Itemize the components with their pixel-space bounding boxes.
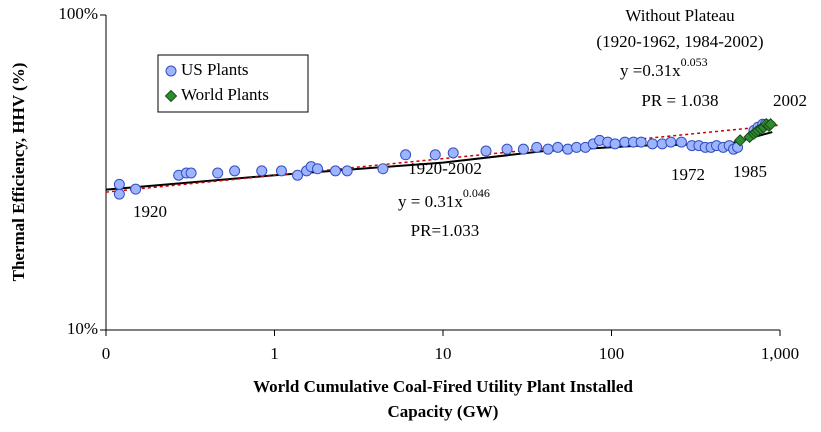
fit-equation-exponent: 0.046: [463, 186, 490, 200]
circle-point: [675, 136, 687, 148]
circle-point: [113, 178, 125, 190]
circle-point: [400, 149, 412, 161]
x-tick-label: 10: [435, 344, 452, 363]
x-tick-label: 1: [270, 344, 279, 363]
circle-point: [312, 163, 324, 175]
circle-point: [377, 163, 389, 175]
x-axis-title: World Cumulative Coal-Fired Utility Plan…: [253, 377, 633, 396]
fit-equation: y =0.31x0.053: [620, 55, 708, 80]
circle-point: [329, 165, 341, 177]
legend-label: US Plants: [181, 60, 249, 79]
circle-point: [429, 149, 441, 161]
annotation: 1920: [133, 202, 167, 221]
circle-point: [229, 165, 241, 177]
legend-label: World Plants: [181, 85, 269, 104]
circle-point: [256, 165, 268, 177]
fit-equation: y = 0.31x0.046: [398, 186, 490, 211]
y-tick-label: 10%: [67, 319, 98, 338]
fit-equation-base: y =0.31x: [620, 61, 681, 80]
circle-point: [517, 143, 529, 155]
fit-label-line: (1920-1962, 1984-2002): [596, 32, 763, 51]
circle-point: [292, 169, 304, 181]
circle-point: [275, 165, 287, 177]
fit-pr: PR=1.033: [411, 221, 480, 240]
circle-point: [542, 143, 554, 155]
circle-point: [609, 138, 621, 150]
fit-label-line: Without Plateau: [625, 6, 735, 25]
circle-point: [212, 167, 224, 179]
y-axis-title: Thermal Efficiency, HHV (%): [9, 63, 28, 282]
fit-label-line: 1920-2002: [408, 159, 482, 178]
circle-point: [341, 165, 353, 177]
diamond-point: [764, 118, 777, 131]
circle-point: [447, 147, 459, 159]
x-tick-label: 1,000: [761, 344, 799, 363]
x-tick-label: 100: [599, 344, 625, 363]
circle-point: [562, 143, 574, 155]
legend-box: [157, 54, 309, 113]
legend-marker: [164, 89, 178, 103]
circle-point: [130, 183, 142, 195]
circle-point: [531, 141, 543, 153]
x-axis-title: Capacity (GW): [388, 402, 499, 421]
circle-point: [646, 138, 658, 150]
circle-point: [552, 141, 564, 153]
circle-point: [501, 143, 513, 155]
fit-equation-base: y = 0.31x: [398, 192, 463, 211]
legend-marker: [165, 65, 177, 77]
fit-equation-exponent: 0.053: [681, 55, 708, 69]
circle-point: [185, 167, 197, 179]
annotation: 1985: [733, 162, 767, 181]
annotation: 1972: [671, 165, 705, 184]
circle-point: [665, 136, 677, 148]
trend-line: [105, 124, 781, 193]
circle-point: [635, 136, 647, 148]
circle-point: [113, 188, 125, 200]
diamond-point: [733, 134, 747, 147]
annotation: 2002: [773, 91, 807, 110]
circle-point: [480, 145, 492, 157]
fit-pr: PR = 1.038: [641, 91, 718, 110]
x-tick-label: 0: [102, 344, 111, 363]
y-tick-label: 100%: [58, 4, 98, 23]
